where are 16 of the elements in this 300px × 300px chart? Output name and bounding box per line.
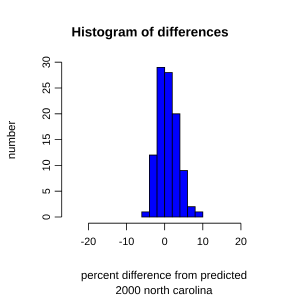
chart-title: Histogram of differences [72,26,228,40]
x-axis-title: percent difference from predicted [82,270,246,282]
x-tick-label: 0 [162,238,168,246]
y-tick-label: 15 [42,134,50,145]
text: 2000 north carolina [116,286,212,294]
y-tick-label: 0 [42,214,50,220]
y-tick-label: 25 [42,82,50,94]
y-tick-label: 20 [42,108,50,120]
y-tick-label: 30 [42,56,50,68]
x-tick-label: 10 [198,238,208,246]
x-tick-label: 20 [236,238,246,246]
x-tick-label: -10 [119,238,134,246]
y-tick-label: 5 [42,188,50,194]
x-tick-label: -20 [81,238,96,246]
y-axis-title: number [6,120,16,158]
y-tick-label: 10 [42,160,50,171]
